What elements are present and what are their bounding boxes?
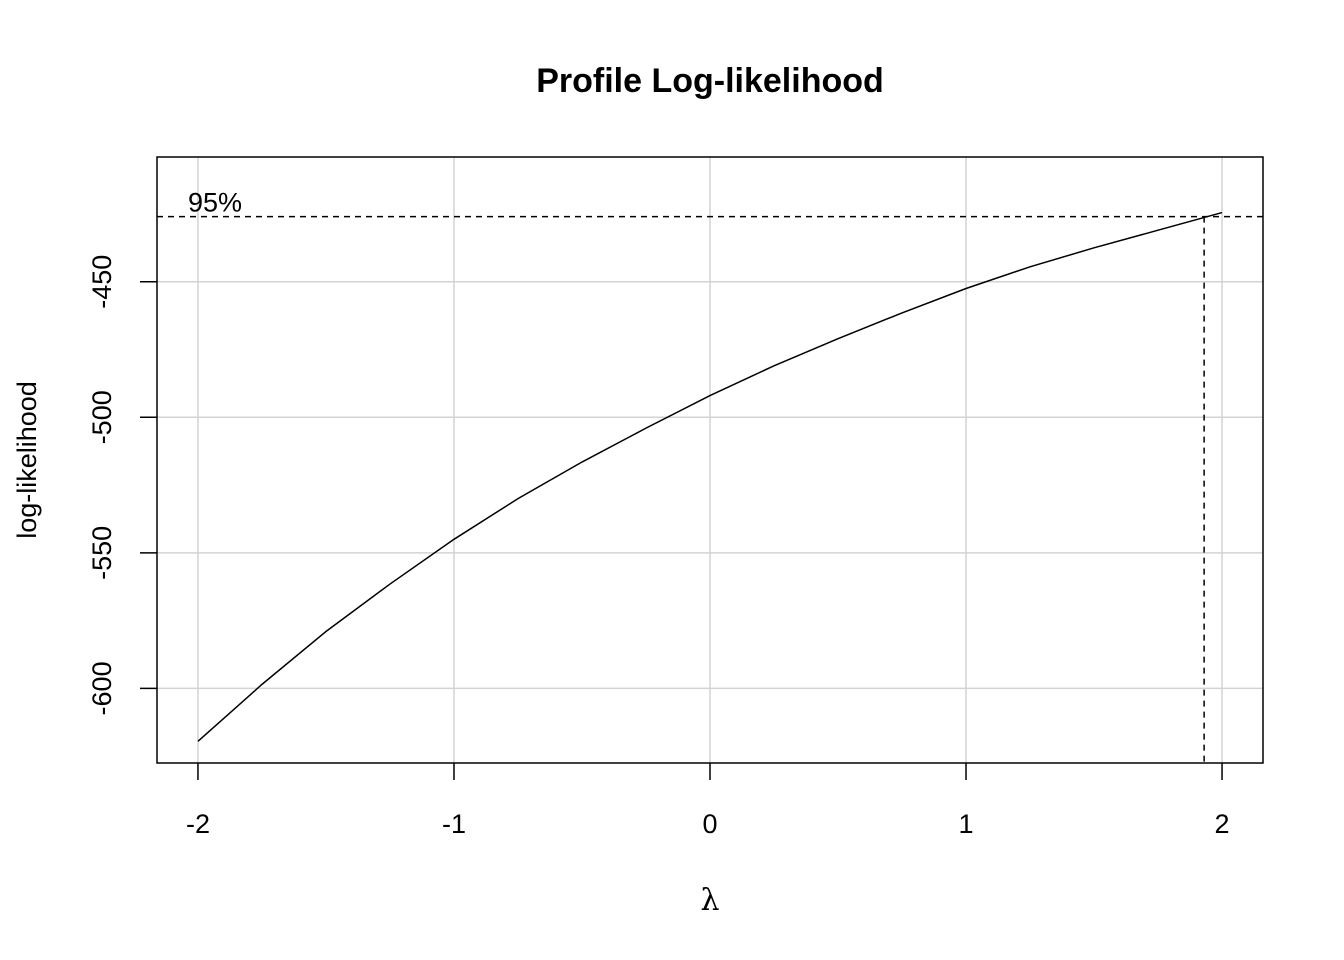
y-tick-label: -550: [87, 526, 117, 580]
x-tick-label: -1: [442, 809, 466, 839]
y-axis-label: log-likelihood: [12, 381, 42, 539]
x-tick-label: 0: [702, 809, 717, 839]
y-tick-label: -500: [87, 390, 117, 444]
ci-label: 95%: [188, 188, 242, 218]
x-tick-label: 1: [959, 809, 974, 839]
grid-lines: [157, 157, 1263, 763]
loglik-series-line: [197, 211, 1223, 742]
curve-layer: 95%: [157, 188, 1263, 763]
y-tick-label: -450: [87, 255, 117, 309]
chart-title: Profile Log-likelihood: [536, 62, 884, 100]
y-tick-label: -600: [87, 661, 117, 715]
x-tick-label: 2: [1215, 809, 1230, 839]
axes: -2 -1 0 1 2 -450 -500 -550 -600: [87, 255, 1230, 839]
x-tick-label: -2: [186, 809, 210, 839]
x-axis-label: λ: [700, 883, 719, 918]
